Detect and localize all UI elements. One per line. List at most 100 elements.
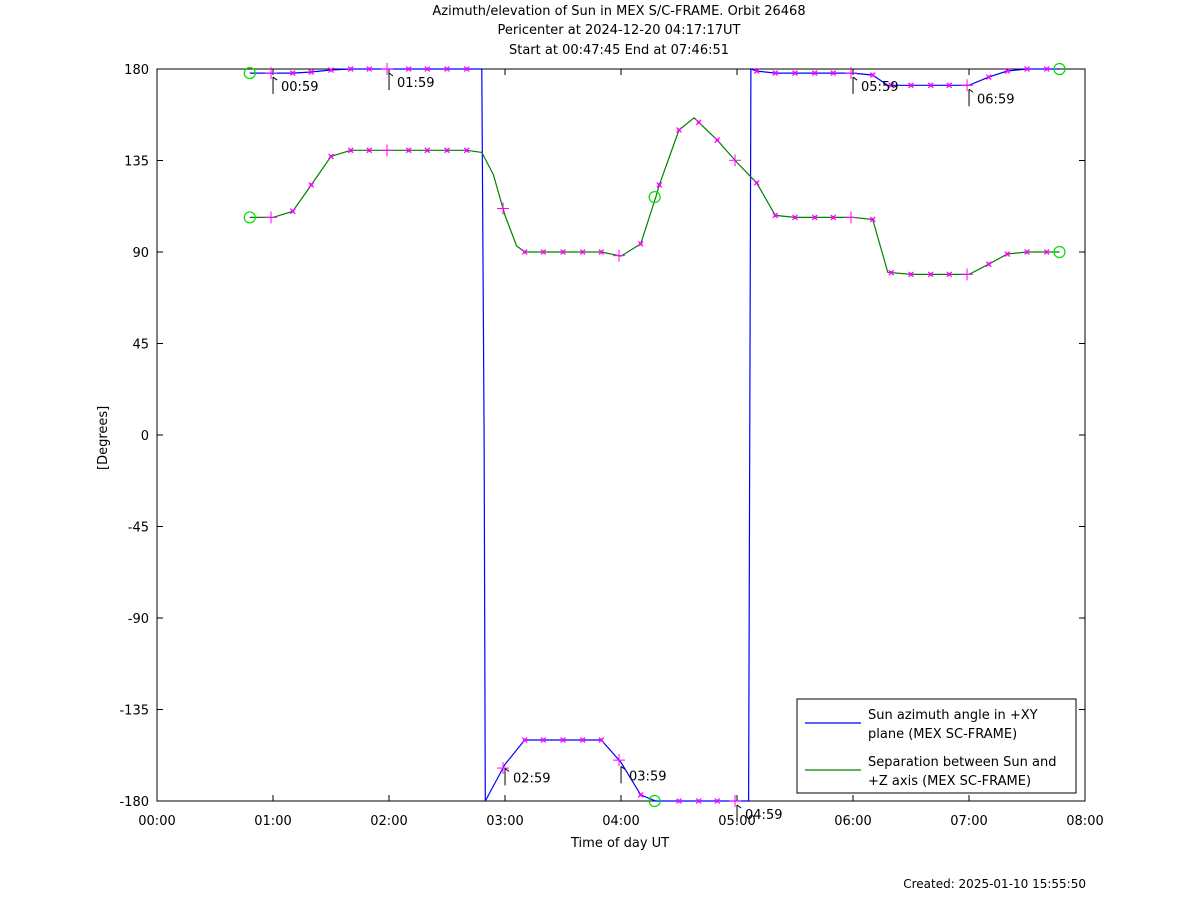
- endpoint-circle-marker: [648, 191, 661, 204]
- separation-marker-dot: [329, 154, 333, 159]
- chart-title-line-3: Start at 00:47:45 End at 07:46:51: [508, 43, 730, 58]
- separation-marker-dot: [541, 250, 545, 254]
- separation-marker-dot: [947, 272, 951, 276]
- y-tick-label: -45: [128, 521, 149, 536]
- azimuth-marker-dot: [309, 70, 313, 74]
- azimuth-marker-dot: [581, 738, 585, 742]
- separation-marker-dot: [349, 148, 353, 152]
- azimuth-marker-dot: [813, 71, 817, 75]
- separation-marker-dot: [773, 213, 777, 217]
- separation-marker-dot: [793, 215, 797, 220]
- separation-marker-dot: [889, 271, 893, 275]
- annotation-pointer-head: [504, 768, 510, 772]
- separation-marker-dot: [523, 250, 527, 254]
- separation-marker-dot: [1025, 250, 1029, 254]
- x-tick-label: 02:00: [370, 814, 407, 829]
- time-annotation-label: 00:59: [281, 80, 318, 95]
- azimuth-marker-dot: [1025, 67, 1029, 71]
- separation-series-line: [249, 117, 1060, 275]
- azimuth-marker-dot: [541, 738, 545, 742]
- y-tick-label: 135: [124, 155, 149, 170]
- azimuth-marker-dot: [367, 67, 371, 71]
- azimuth-marker-dot: [929, 83, 933, 87]
- separation-marker-dot: [987, 262, 991, 266]
- y-tick-label: 45: [132, 338, 149, 353]
- annotation-pointer-head: [620, 765, 626, 770]
- separation-marker-dot: [755, 181, 759, 185]
- endpoint-circle-marker: [1053, 245, 1066, 259]
- time-annotation-label: 02:59: [513, 771, 550, 786]
- separation-marker-dot: [561, 250, 565, 254]
- azimuth-marker-dot: [947, 83, 951, 87]
- azimuth-marker-dot: [291, 71, 295, 75]
- separation-marker-dot: [581, 250, 585, 254]
- azimuth-marker-dot: [909, 83, 913, 87]
- separation-marker-dot: [425, 148, 429, 152]
- time-annotation-label: 04:59: [745, 808, 782, 823]
- legend-box: [796, 698, 1077, 794]
- azimuth-marker-dot: [349, 67, 353, 71]
- azimuth-marker-dot: [561, 738, 565, 742]
- x-axis-label: Time of day UT: [571, 836, 670, 851]
- separation-marker-dot: [813, 215, 817, 220]
- time-annotation-label: 03:59: [629, 769, 666, 784]
- azimuth-series-line: [249, 68, 1060, 802]
- time-annotation-label: 05:59: [861, 80, 898, 95]
- y-tick-label: -90: [128, 612, 149, 627]
- time-annotation-label: 01:59: [397, 76, 434, 91]
- azimuth-marker-dot: [889, 83, 893, 87]
- chart-title-line-1: Azimuth/elevation of Sun in MEX S/C-FRAM…: [432, 4, 806, 19]
- x-tick-label: 07:00: [950, 814, 987, 829]
- separation-marker-dot: [831, 215, 835, 220]
- azimuth-marker-dot: [329, 68, 333, 72]
- azimuth-marker-dot: [1005, 69, 1009, 73]
- separation-marker-dot: [1005, 252, 1009, 256]
- annotation-pointer-head: [968, 88, 974, 93]
- azimuth-marker-dot: [715, 799, 719, 803]
- separation-marker-dot: [715, 138, 719, 142]
- azimuth-marker-dot: [773, 71, 777, 75]
- azimuth-marker-dot: [987, 75, 991, 79]
- azimuth-marker-dot: [425, 67, 429, 71]
- azimuth-marker-dot: [599, 738, 603, 742]
- separation-marker-dot: [465, 148, 469, 152]
- legend-entry-label: Separation between Sun and: [868, 755, 1056, 770]
- separation-marker-dot: [909, 272, 913, 276]
- separation-marker-dot: [407, 148, 411, 152]
- separation-marker-dot: [677, 128, 681, 132]
- endpoint-circle-marker: [648, 794, 661, 808]
- azimuth-marker-dot: [871, 73, 875, 77]
- separation-marker-dot: [871, 217, 875, 222]
- y-tick-label: 180: [124, 63, 149, 78]
- azimuth-marker-dot: [755, 69, 759, 73]
- annotation-pointer-head: [852, 76, 858, 81]
- endpoint-circle-marker: [243, 211, 256, 224]
- annotation-pointer-head: [388, 72, 394, 77]
- x-tick-label: 01:00: [254, 814, 291, 829]
- azimuth-marker-dot: [523, 738, 527, 742]
- plot-frame: [156, 68, 1086, 802]
- separation-marker-dot: [291, 209, 295, 213]
- endpoint-circle-marker: [243, 66, 256, 80]
- legend-entry-label: plane (MEX SC-FRAME): [868, 727, 1017, 742]
- x-tick-label: 08:00: [1066, 814, 1103, 829]
- y-tick-label: 0: [141, 429, 149, 444]
- y-axis-label: [Degrees]: [96, 405, 111, 470]
- legend-entry-label: Sun azimuth angle in +XY: [868, 708, 1038, 723]
- azimuth-marker-dot: [793, 71, 797, 75]
- azimuth-marker-dot: [677, 799, 681, 803]
- annotation-pointer-head: [736, 804, 742, 809]
- separation-marker-dot: [1045, 250, 1049, 254]
- y-tick-label: -135: [119, 704, 149, 719]
- y-tick-label: 90: [132, 246, 149, 261]
- separation-marker-dot: [929, 272, 933, 276]
- separation-marker-dot: [697, 120, 701, 124]
- azimuth-marker-dot: [445, 67, 449, 71]
- azimuth-marker-dot: [639, 793, 643, 797]
- separation-marker-dot: [657, 183, 661, 187]
- azimuth-marker-dot: [831, 71, 835, 75]
- chart-title-line-2: Pericenter at 2024-12-20 04:17:17UT: [497, 23, 741, 38]
- endpoint-circle-marker: [1053, 62, 1066, 76]
- azimuth-marker-dot: [697, 799, 701, 803]
